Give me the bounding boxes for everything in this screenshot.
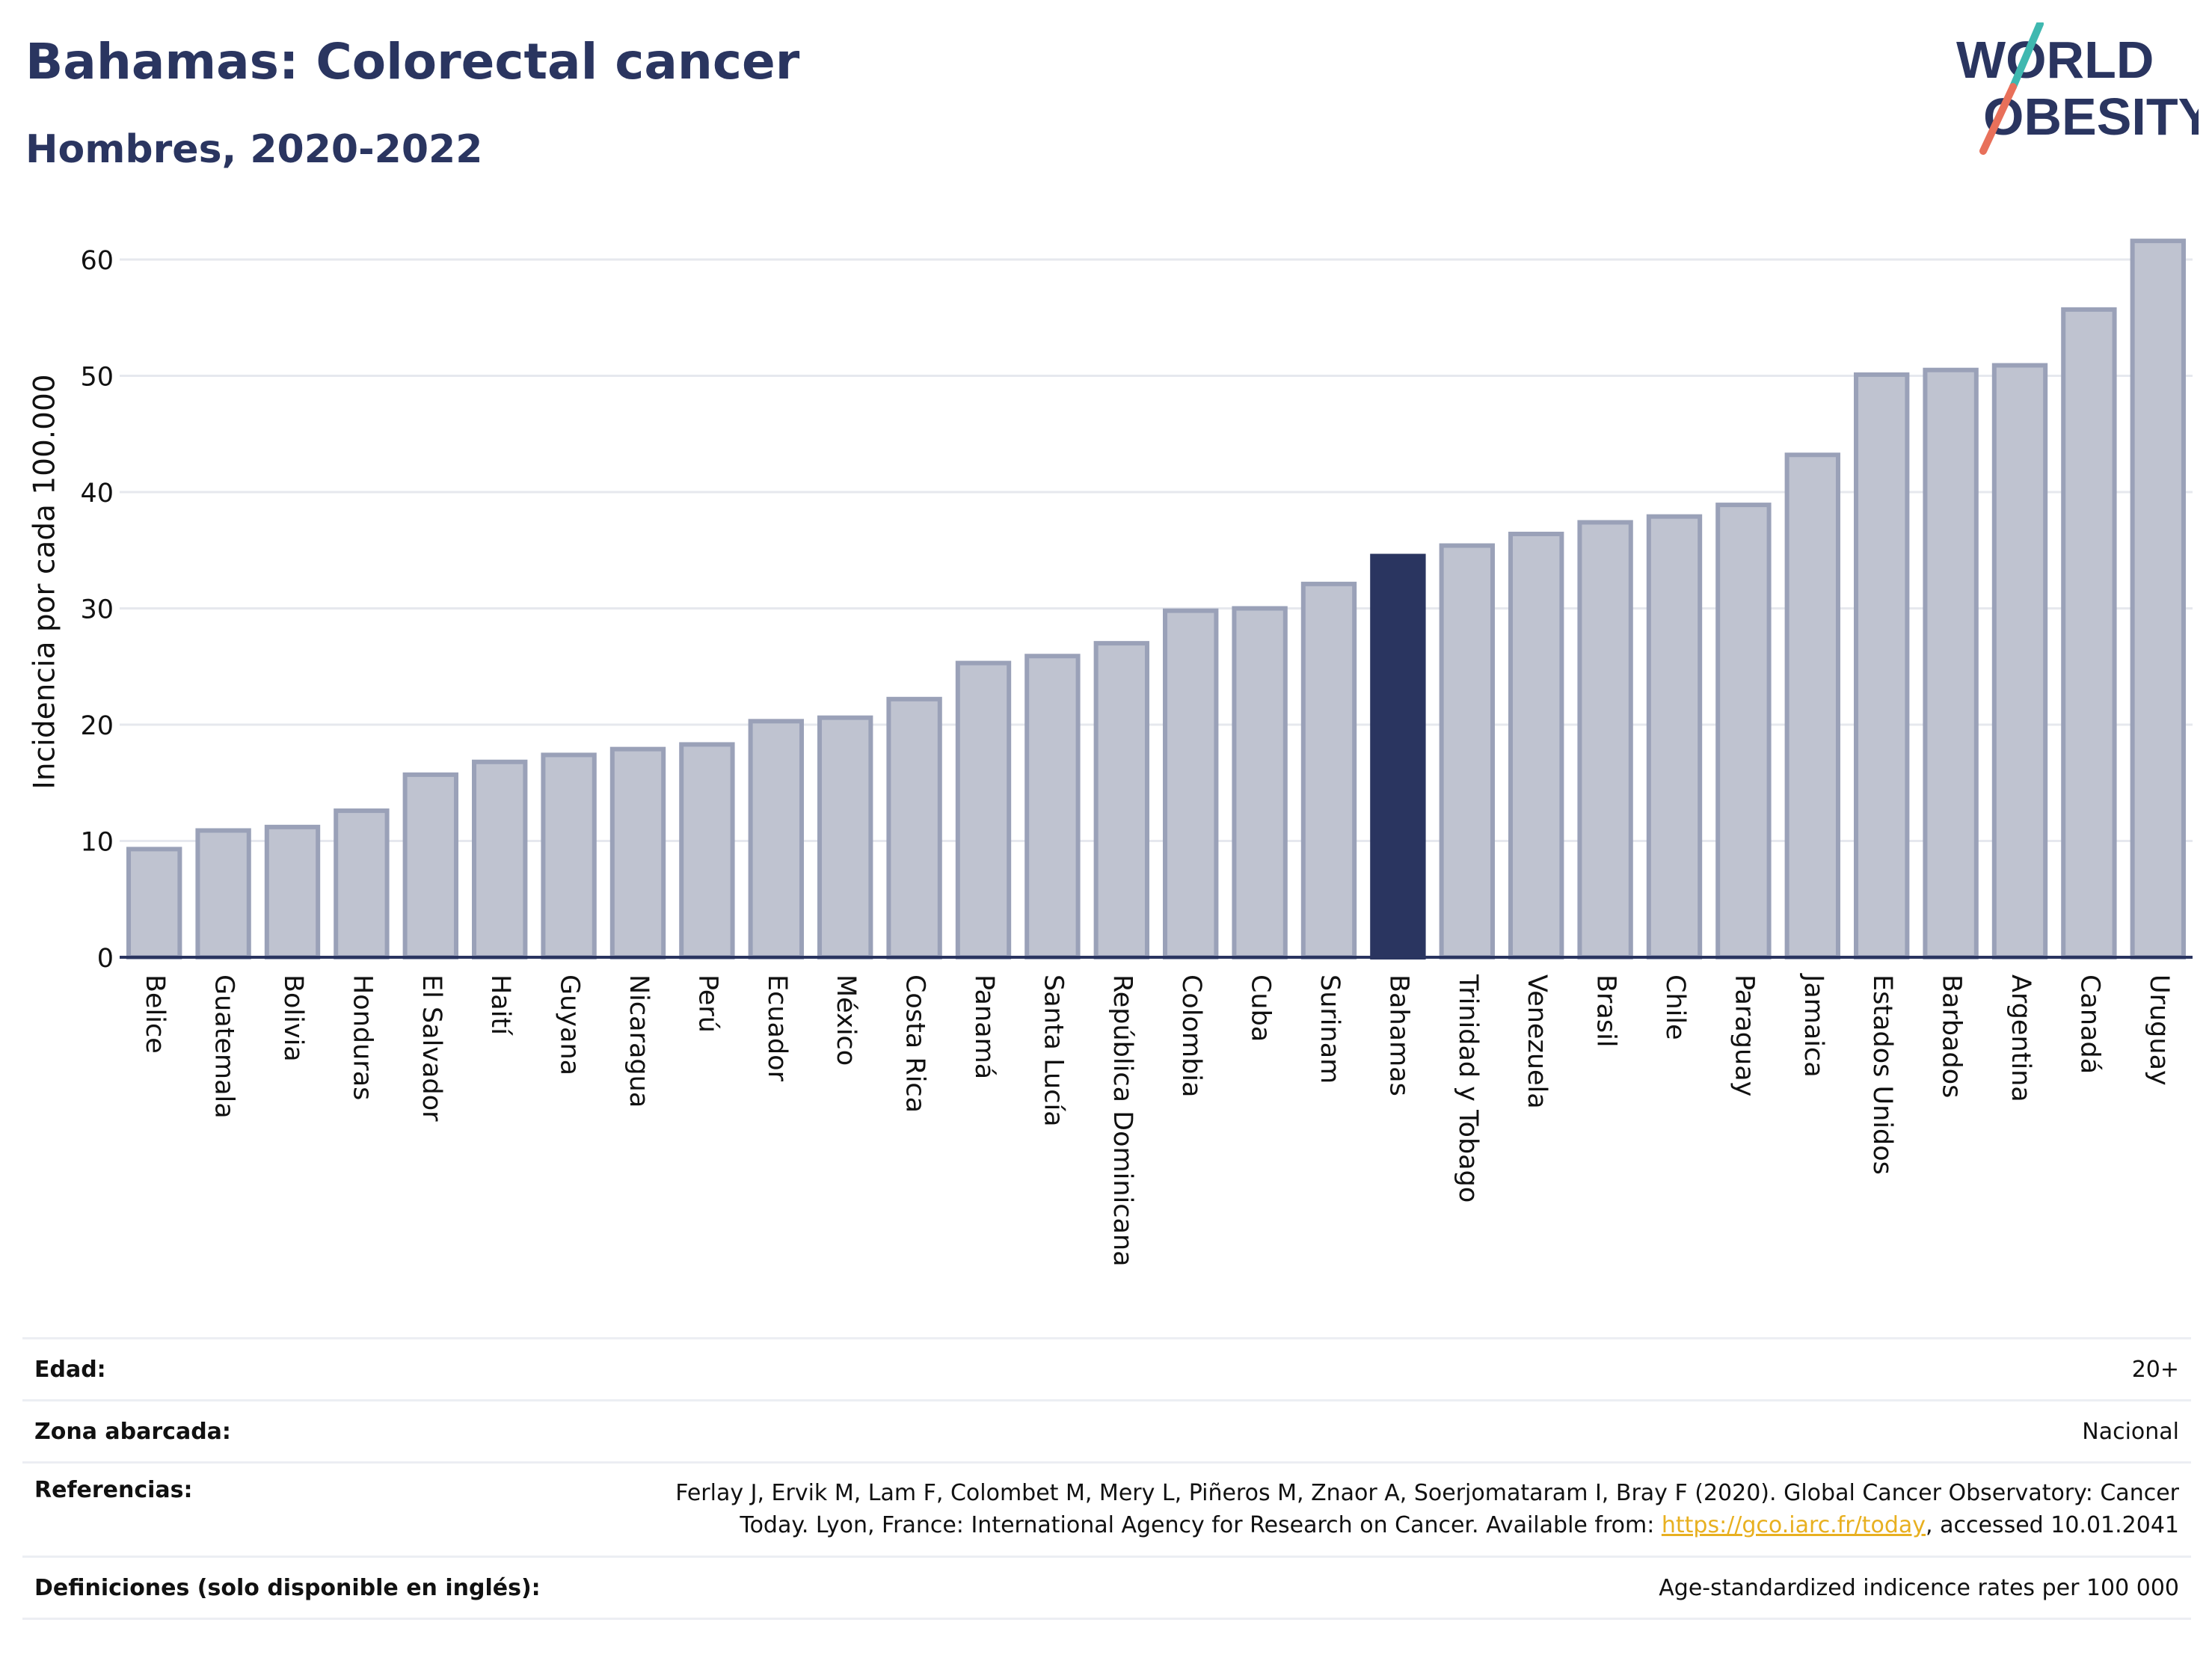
logo-slash-bottom (1979, 83, 2017, 155)
x-tick-label: Nicaragua (624, 974, 654, 1108)
x-tick-label: Barbados (1937, 974, 1967, 1098)
refs-value: Ferlay J, Ervik M, Lam F, Colombet M, Me… (675, 1477, 2179, 1541)
x-tick-label: Guatemala (209, 974, 239, 1119)
info-table: Edad: 20+ Zona abarcada: Nacional Refere… (22, 1337, 2191, 1620)
y-tick-label: 60 (80, 246, 114, 276)
bar (1232, 606, 1288, 959)
bar (2061, 307, 2117, 959)
bar-chart: 0 10 20 30 40 50 60 Belice Guatemala Bolivia Hond… (80, 239, 2193, 1267)
y-axis-ticks: 0 10 20 30 40 50 60 (80, 246, 114, 974)
bar (334, 808, 390, 959)
x-tick-label: Cuba (1246, 974, 1276, 1042)
bar (541, 752, 597, 959)
x-tick-label: México (831, 974, 861, 1066)
chart-subtitle: Hombres, 2020-2022 (25, 127, 483, 172)
x-tick-label: Santa Lucía (1038, 974, 1068, 1127)
y-tick-label: 40 (80, 479, 114, 509)
refs-link[interactable]: https://gco.iarc.fr/today (1661, 1512, 1926, 1538)
logo-text-world: WORLD (1956, 31, 2154, 89)
y-tick-label: 30 (80, 595, 114, 625)
bars (126, 239, 2186, 960)
world-obesity-logo: WORLD OBESITY (1956, 22, 2199, 155)
chart-title: Bahamas: Colorectal cancer (25, 33, 800, 90)
refs-label: Referencias: (34, 1477, 193, 1503)
bar (1991, 363, 2048, 959)
bar (1646, 514, 1703, 959)
bar (1577, 520, 1633, 959)
x-tick-label: Bolivia (278, 974, 308, 1062)
refs-line2-before: Today. Lyon, France: International Agenc… (740, 1512, 1662, 1538)
bar (609, 746, 666, 960)
x-tick-label: El Salvador (417, 974, 446, 1122)
bar (1024, 654, 1081, 959)
x-tick-label: Chile (1660, 974, 1690, 1040)
info-row-refs: Referencias: Ferlay J, Ervik M, Lam F, C… (22, 1461, 2191, 1556)
x-tick-label: Haití (485, 974, 515, 1036)
x-tick-label: Colombia (1176, 974, 1206, 1097)
info-bottom-border (22, 1618, 2191, 1620)
bar (195, 828, 251, 959)
y-tick-label: 0 (97, 944, 114, 974)
x-tick-label: República Dominicana (1107, 974, 1137, 1267)
x-tick-label: Honduras (347, 974, 377, 1100)
x-tick-label: Canadá (2074, 974, 2104, 1074)
y-tick-label: 50 (80, 363, 114, 393)
area-label: Zona abarcada: (34, 1418, 231, 1445)
bar (886, 696, 942, 959)
bar (1163, 608, 1219, 959)
bar (1923, 367, 1979, 960)
x-tick-label: Paraguay (1729, 974, 1759, 1096)
defs-label: Definiciones (solo disponible en inglés)… (34, 1574, 541, 1601)
x-tick-label: Uruguay (2144, 974, 2174, 1086)
bar (817, 715, 873, 959)
bar (126, 847, 182, 960)
refs-line2-after: , accessed 10.01.2041 (1926, 1512, 2179, 1538)
x-tick-label: Jamaica (1798, 973, 1828, 1078)
info-row-area: Zona abarcada: Nacional (22, 1399, 2191, 1461)
x-axis-ticks: Belice Guatemala Bolivia Honduras El Salvado… (140, 973, 2174, 1267)
bar (2130, 239, 2186, 959)
x-tick-label: Trinidad y Tobago (1453, 974, 1483, 1203)
x-tick-label: Panamá (969, 974, 999, 1079)
bar (1093, 641, 1149, 960)
bar (955, 660, 1012, 960)
bar (402, 772, 458, 959)
bar (472, 759, 528, 959)
x-tick-label: Perú (692, 974, 722, 1033)
y-tick-label: 20 (80, 711, 114, 741)
x-tick-label: Surinam (1315, 974, 1345, 1084)
x-tick-label: Estados Unidos (1867, 974, 1897, 1175)
grid-lines (120, 258, 2193, 842)
x-tick-label: Costa Rica (900, 974, 930, 1113)
x-tick-label: Argentina (2006, 974, 2036, 1102)
info-row-age: Edad: 20+ (22, 1337, 2191, 1399)
x-tick-label: Ecuador (762, 974, 792, 1082)
bar (1300, 581, 1357, 959)
y-tick-label: 10 (80, 828, 114, 858)
x-tick-label: Bahamas (1383, 974, 1413, 1096)
age-value: 20+ (2131, 1356, 2179, 1383)
defs-value: Age-standardized indicence rates per 100… (1659, 1574, 2179, 1601)
bar (1715, 503, 1772, 959)
age-label: Edad: (34, 1356, 106, 1383)
bar (1508, 531, 1564, 959)
x-tick-label: Venezuela (1522, 974, 1552, 1109)
x-tick-label: Belice (140, 974, 170, 1054)
bar (1854, 372, 1910, 959)
bar (748, 719, 804, 960)
refs-line1: Ferlay J, Ervik M, Lam F, Colombet M, Me… (675, 1480, 2179, 1506)
x-tick-label: Brasil (1591, 974, 1621, 1048)
bar (1439, 543, 1495, 959)
x-tick-label: Guyana (555, 974, 585, 1075)
area-value: Nacional (2082, 1418, 2179, 1445)
logo-text-obesity: OBESITY (1983, 87, 2199, 146)
bar (679, 742, 735, 959)
bar-highlight (1370, 553, 1426, 959)
bar (1784, 452, 1840, 959)
logo-slash-top (2009, 22, 2044, 90)
info-row-defs: Definiciones (solo disponible en inglés)… (22, 1556, 2191, 1618)
bar (264, 824, 321, 959)
